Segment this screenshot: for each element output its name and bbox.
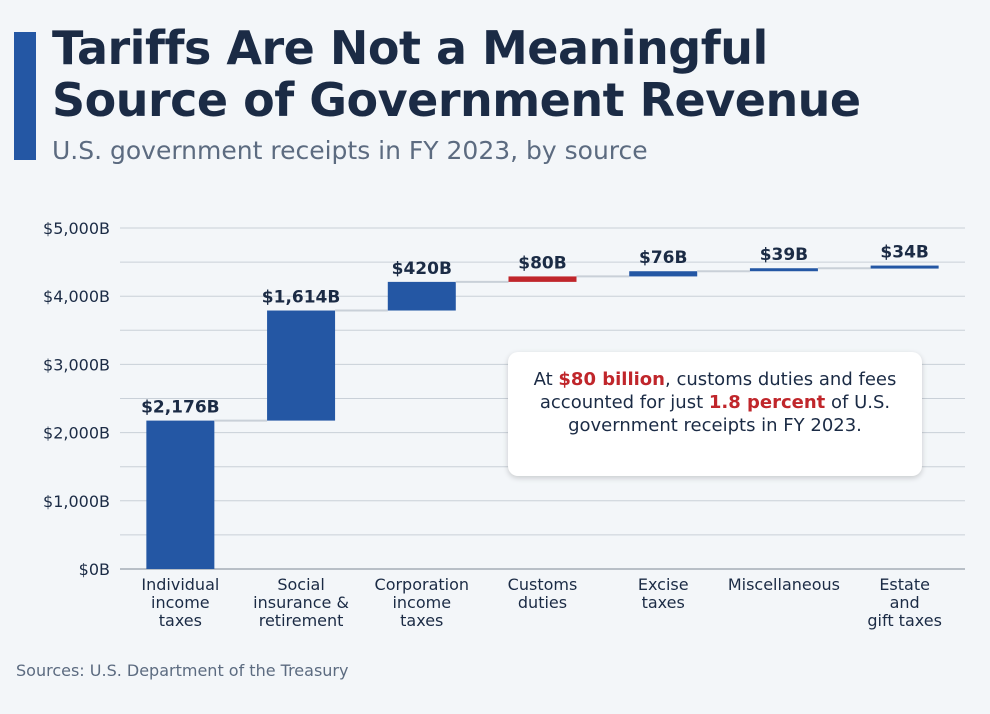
y-tick-label: $5,000B [43,219,110,238]
y-tick-label: $1,000B [43,492,110,511]
callout-highlight-amount: $80 billion [558,369,665,390]
waterfall-bar [749,268,818,272]
chart-subtitle: U.S. government receipts in FY 2023, by … [52,136,648,165]
x-tick-label: Social insurance & retirement [253,575,349,630]
chart-title: Tariffs Are Not a Meaningful Source of G… [52,22,982,126]
x-tick-label-line: income [392,593,451,612]
waterfall-bar [146,420,215,569]
data-label: $34B [880,243,928,263]
waterfall-bar [267,310,336,421]
x-tick-label-line: income [151,593,210,612]
y-tick-label: $3,000B [43,355,110,374]
y-tick-label: $2,000B [43,424,110,443]
data-label: $39B [760,245,808,265]
data-label: $80B [518,253,566,273]
callout-box: At $80 billion, customs duties and fees … [508,352,922,476]
x-tick-label-line: taxes [159,611,202,630]
source-note: Sources: U.S. Department of the Treasury [16,661,349,680]
waterfall-bar [508,276,577,282]
x-tick-label-line: Miscellaneous [728,575,840,594]
x-tick-label-line: and [890,593,920,612]
x-tick-label: Corporation income taxes [375,575,470,630]
x-tick-label-line: retirement [259,611,344,630]
x-tick-label-line: insurance & [253,593,349,612]
title-accent-bar [14,32,36,160]
waterfall-bar [629,271,698,277]
x-tick-label-line: Corporation [375,575,470,594]
callout-text-3: of U.S. government receipts in FY 2023. [568,392,891,436]
x-tick-label-line: Customs [508,575,578,594]
x-tick-label-line: Estate [879,575,930,594]
x-tick-label-line: Excise [638,575,689,594]
waterfall-bar [870,265,939,269]
y-tick-label: $4,000B [43,287,110,306]
x-tick-label-line: Social [277,575,324,594]
x-tick-label: Estate and gift taxes [867,575,942,630]
x-tick-label-line: taxes [642,593,685,612]
waterfall-bar [387,281,456,311]
x-tick-label: Individual income taxes [141,575,219,630]
x-tick-label-line: taxes [400,611,443,630]
x-tick-label-line: gift taxes [867,611,942,630]
x-tick-label: Customs duties [508,575,578,612]
x-tick-label: Excise taxes [638,575,689,612]
x-tick-label-line: Individual [141,575,219,594]
data-label: $2,176B [141,398,220,418]
callout-text-1: At [533,369,559,390]
chart-title-line-1: Tariffs Are Not a Meaningful [52,21,768,75]
y-tick-label: $0B [79,560,110,579]
chart-title-line-2: Source of Government Revenue [52,73,861,127]
x-tick-label-line: duties [518,593,567,612]
data-label: $1,614B [262,288,341,308]
callout-highlight-percent: 1.8 percent [708,392,826,413]
callout-text-2: , customs duties and fees accounted for … [539,369,897,413]
data-label: $76B [639,248,687,268]
x-tick-label: Miscellaneous [728,575,840,594]
data-label: $420B [392,259,452,279]
